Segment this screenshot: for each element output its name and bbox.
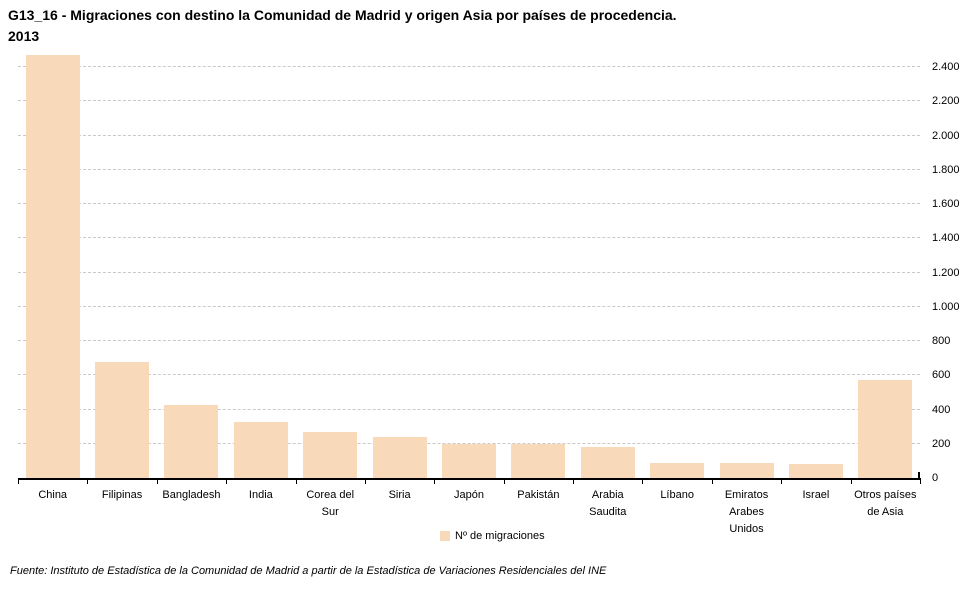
x-tick	[434, 478, 436, 484]
category-label-arabia-saudita: Arabia Saudita	[589, 489, 627, 518]
gridline-1200	[18, 271, 920, 273]
x-tick	[711, 478, 713, 484]
x-tick	[156, 478, 158, 484]
y-axis-label-2.200: 2.200	[932, 95, 960, 108]
category-label-siria: Siria	[388, 489, 411, 501]
x-tick	[364, 478, 366, 484]
category-label-libano: Líbano	[660, 489, 694, 501]
y-axis-label-1.000: 1.000	[932, 300, 960, 313]
y-axis-label-2.000: 2.000	[932, 129, 960, 142]
bar-otros-paises-de-asia	[858, 379, 913, 478]
legend-swatch-icon	[440, 531, 450, 541]
y-axis-label-1.400: 1.400	[932, 232, 960, 245]
category-label-emiratos-arabes-unidos: Emiratos Arabes Unidos	[724, 489, 769, 535]
x-tick	[850, 478, 852, 484]
x-tick	[920, 478, 921, 484]
y-axis-label-400: 400	[932, 403, 951, 416]
y-axis-label-800: 800	[932, 335, 951, 348]
bar-arabia-saudita	[580, 447, 635, 478]
bar-corea-del-sur	[303, 431, 358, 478]
bar-libano	[650, 462, 705, 478]
x-tick	[503, 478, 505, 484]
x-tick	[642, 478, 644, 484]
axis-right-stub	[918, 472, 920, 478]
gridline-1600	[18, 203, 920, 205]
category-label-otros-paises-de-asia: Otros países de Asia	[854, 489, 917, 518]
category-label-pakistan: Pakistán	[517, 489, 560, 501]
category-label-filipinas: Filipinas	[101, 489, 143, 501]
gridline-1000	[18, 305, 920, 307]
x-tick	[87, 478, 89, 484]
category-label-israel: Israel	[802, 489, 830, 501]
bar-china	[25, 55, 80, 478]
plot-area	[18, 50, 920, 480]
gridline-400	[18, 408, 920, 410]
x-tick	[573, 478, 575, 484]
category-label-japon: Japón	[454, 489, 484, 501]
category-label-india: India	[248, 489, 273, 501]
x-tick	[18, 478, 19, 484]
gridline-2200	[18, 100, 920, 102]
legend-label: Nº de migraciones	[455, 530, 545, 542]
bar-siria	[372, 436, 427, 478]
bar-bangladesh	[164, 405, 219, 478]
category-label-china: China	[38, 489, 68, 501]
gridline-600	[18, 374, 920, 376]
x-tick	[295, 478, 297, 484]
bar-filipinas	[95, 362, 150, 478]
legend: Nº de migraciones	[440, 530, 545, 542]
category-label-corea-del-sur: Corea del Sur	[306, 489, 355, 518]
x-tick	[226, 478, 228, 484]
bar-emiratos-arabes-unidos	[719, 462, 774, 478]
y-axis-label-2.400: 2.400	[932, 61, 960, 74]
y-axis-label-1.600: 1.600	[932, 198, 960, 211]
gridline-800	[18, 340, 920, 342]
gridline-2000	[18, 134, 920, 136]
x-tick	[781, 478, 783, 484]
chart-title: G13_16 - Migraciones con destino la Comu…	[8, 7, 677, 44]
bar-pakistan	[511, 443, 566, 478]
y-axis-label-1.200: 1.200	[932, 266, 960, 279]
gridline-200	[18, 442, 920, 444]
y-axis-label-600: 600	[932, 369, 951, 382]
source-note: Fuente: Instituto de Estadística de la C…	[10, 565, 607, 577]
y-axis-label-1.800: 1.800	[932, 163, 960, 176]
gridline-1800	[18, 168, 920, 170]
gridline-1400	[18, 237, 920, 239]
bar-japon	[442, 443, 496, 478]
y-axis-label-200: 200	[932, 437, 951, 450]
gridline-2400	[18, 66, 920, 68]
bar-india	[233, 421, 288, 478]
bar-israel	[788, 464, 843, 478]
category-label-bangladesh: Bangladesh	[162, 489, 221, 501]
y-axis-label-0: 0	[932, 472, 939, 484]
